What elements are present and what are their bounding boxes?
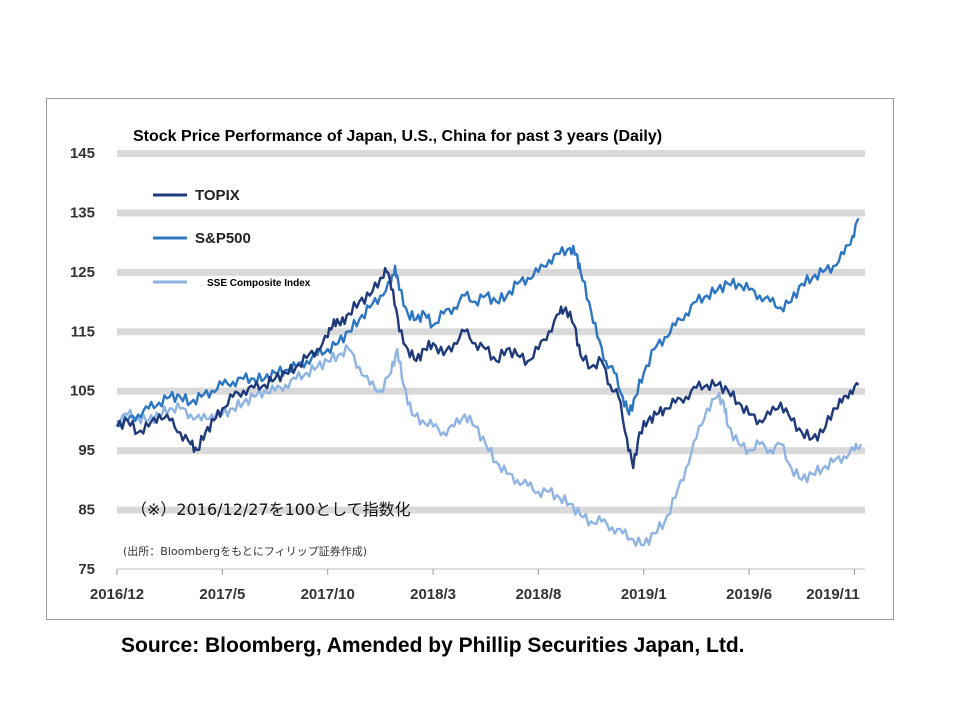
index-note: （※）2016/12/27を100として指数化: [131, 500, 411, 519]
x-tick-label: 2019/11: [806, 586, 859, 603]
x-tick-label: 2016/12: [90, 586, 144, 603]
y-tick-label: 145: [70, 145, 95, 162]
legend-label-sp500: S&P500: [195, 230, 251, 247]
x-axis-ticks: 2016/12 2017/5 2017/10 2018/3 2018/8 2019/1 20…: [90, 569, 860, 603]
x-tick-label: 2017/10: [301, 586, 355, 603]
x-tick-label: 2018/8: [515, 586, 561, 603]
grid-band: [117, 387, 865, 395]
legend-label-sse: SSE Composite Index: [207, 278, 311, 289]
y-tick-label: 105: [70, 383, 95, 400]
x-tick-label: 2018/3: [410, 586, 456, 603]
x-tick-label: 2019/1: [621, 586, 667, 603]
y-axis-ticks: 145 135 125 115 105 95 85 75: [70, 145, 95, 578]
source-caption: Source: Bloomberg, Amended by Phillip Se…: [121, 634, 745, 657]
series-lines: [115, 217, 862, 547]
line-chart: Stock Price Performance of Japan, U.S., …: [70, 128, 865, 603]
y-tick-label: 135: [70, 204, 95, 221]
y-tick-label: 75: [78, 561, 95, 578]
y-tick-label: 115: [71, 323, 95, 340]
grid-band: [117, 328, 865, 336]
grid-band: [117, 150, 865, 157]
chart-title: Stock Price Performance of Japan, U.S., …: [133, 128, 662, 145]
source-note-jp: (出所：Bloombergをもとにフィリップ証券作成): [123, 544, 367, 558]
grid-bands: [117, 150, 865, 514]
x-tick-label: 2017/5: [199, 586, 245, 603]
y-tick-label: 95: [78, 442, 95, 459]
legend: TOPIX S&P500 SSE Composite Index: [153, 187, 311, 289]
chart-frame: Stock Price Performance of Japan, U.S., …: [46, 98, 894, 620]
y-tick-label: 85: [78, 502, 95, 519]
series-line-topix: [115, 266, 860, 470]
legend-label-topix: TOPIX: [195, 187, 240, 204]
grid-band: [117, 506, 865, 514]
grid-band: [117, 209, 865, 217]
series-line-s-p500: [116, 217, 860, 428]
series-line-sse-composite-index: [116, 344, 862, 547]
y-tick-label: 125: [70, 264, 95, 281]
grid-band: [117, 268, 865, 276]
x-tick-label: 2019/6: [726, 586, 772, 603]
